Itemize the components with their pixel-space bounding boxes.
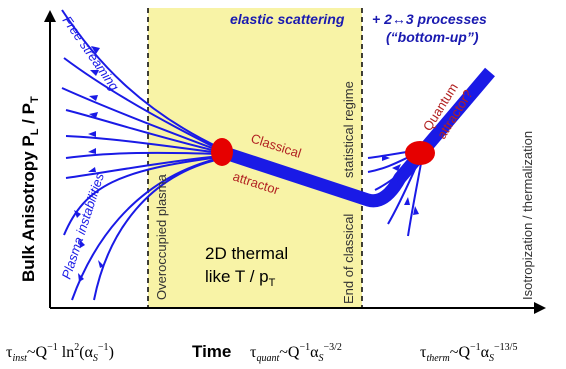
thermal-line1: 2D thermal <box>205 244 288 263</box>
free-streaming-label: Free streaming <box>60 13 123 94</box>
tau-quant-label: τquant~Q−1αS−3/2 <box>250 342 342 364</box>
attractor-band <box>219 67 495 208</box>
isotropization-label: Isotropization / thermalization <box>520 131 535 300</box>
bottom-up-label: (“bottom-up”) <box>386 29 479 45</box>
flow-arrowheads <box>74 46 104 282</box>
tau-therm-label: τtherm~Q−1αS−13/5 <box>420 342 517 364</box>
tau-inst-label: τinst~Q−1 ln2(αS−1) <box>6 342 114 364</box>
x-axis-label: Time <box>192 342 231 361</box>
statistical-regime-label: statistical regime <box>341 81 356 178</box>
thermal-line2: like T / pT <box>205 267 276 289</box>
quantum-attractor-point <box>405 141 435 165</box>
classical-attractor-point <box>211 138 233 166</box>
quantum-flow-arrowheads <box>382 155 419 215</box>
elastic-scattering-label: elastic scattering <box>230 11 345 27</box>
processes-label: + 2↔3 processes <box>372 11 487 27</box>
overoccupied-plasma-label: Overoccupied plasma <box>154 174 169 300</box>
y-axis-label: Bulk Anisotropy PL / PT <box>19 96 41 282</box>
end-of-classical-label: End of classical <box>341 214 356 304</box>
